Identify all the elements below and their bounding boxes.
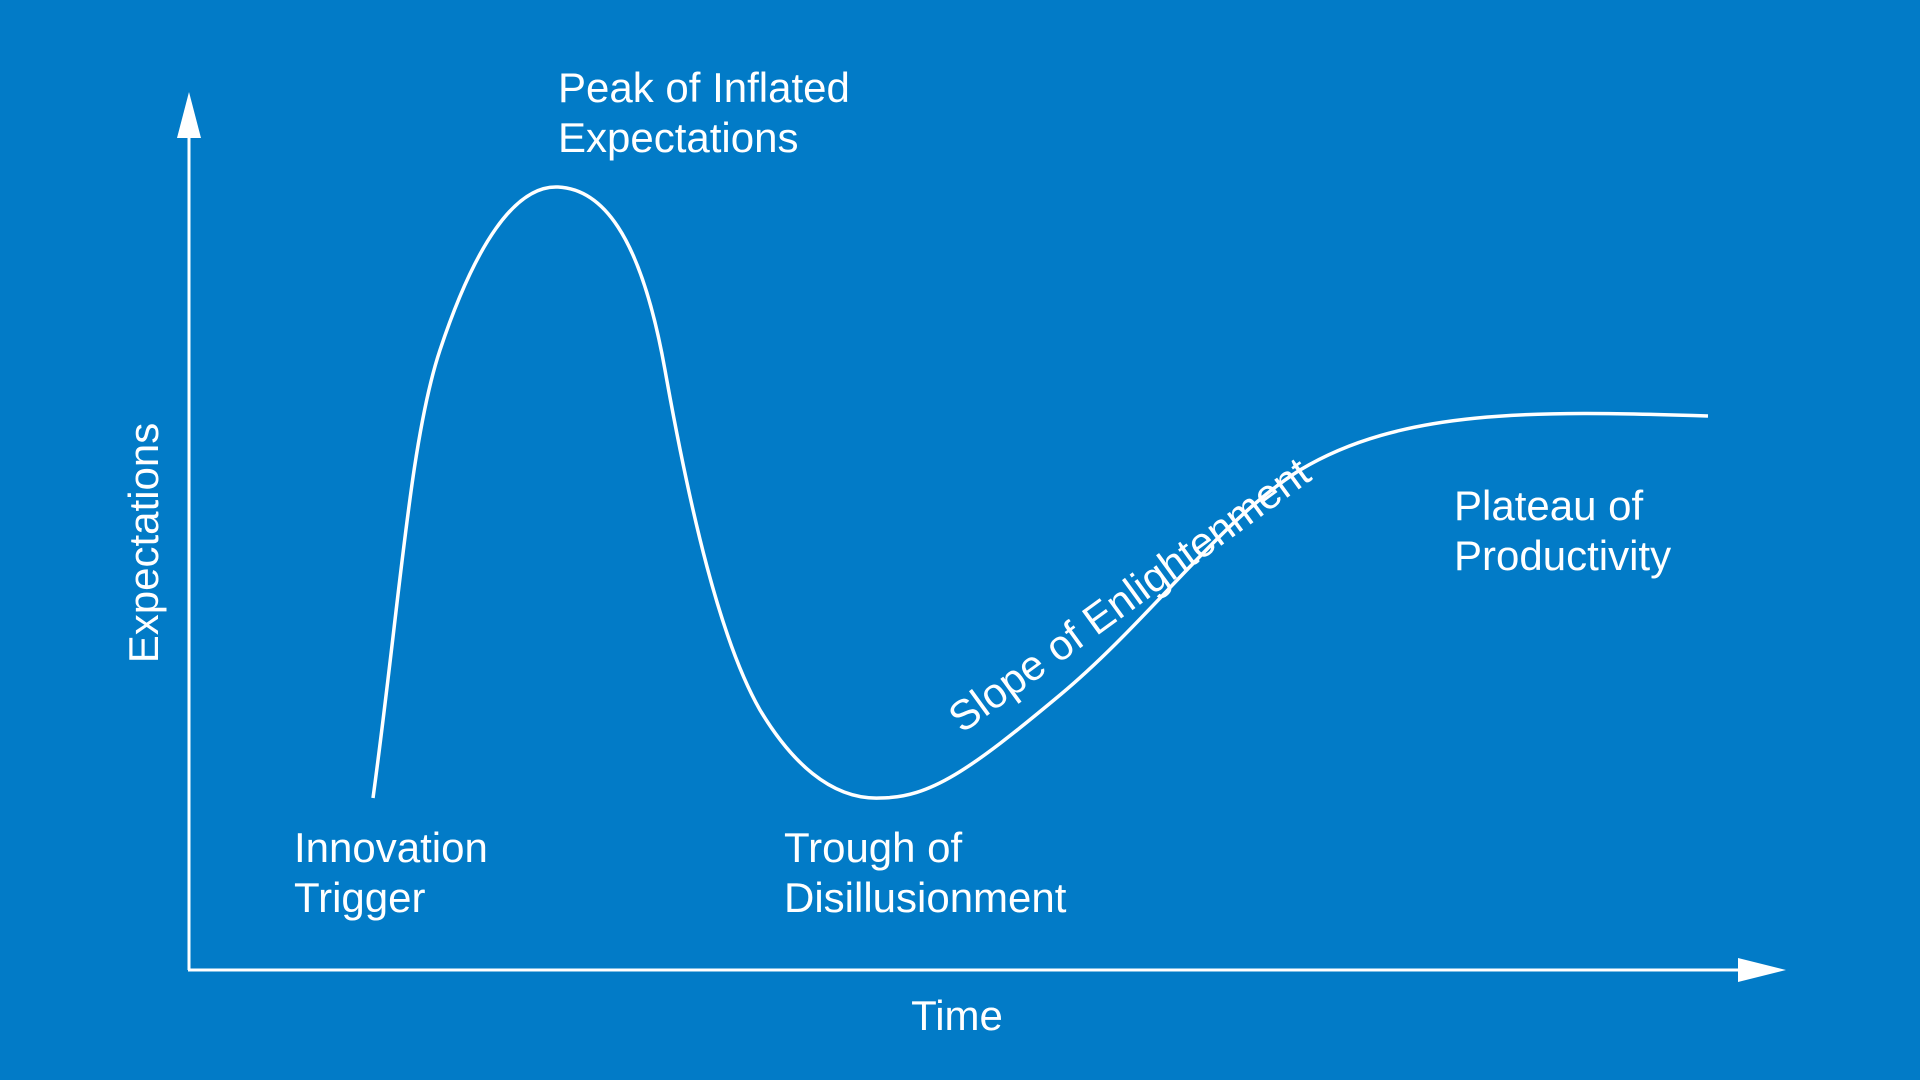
x-axis-arrowhead bbox=[1738, 958, 1786, 982]
y-axis-arrowhead bbox=[177, 92, 201, 138]
plateau-line1: Plateau of bbox=[1454, 482, 1643, 529]
x-axis-label: Time bbox=[911, 992, 1003, 1039]
innovation-trigger-line2: Trigger bbox=[294, 874, 425, 921]
phase-label-trough: Trough of Disillusionment bbox=[784, 824, 1067, 921]
innovation-trigger-line1: Innovation bbox=[294, 824, 488, 871]
phase-label-plateau: Plateau of Productivity bbox=[1454, 482, 1671, 579]
hype-curve bbox=[371, 185, 1709, 800]
phase-label-peak: Peak of Inflated Expectations bbox=[558, 64, 850, 161]
peak-line2: Expectations bbox=[558, 114, 798, 161]
axes bbox=[177, 92, 1786, 982]
trough-line2: Disillusionment bbox=[784, 874, 1067, 921]
phase-label-innovation-trigger: Innovation Trigger bbox=[294, 824, 488, 921]
y-axis-label: Expectations bbox=[120, 423, 167, 663]
trough-line1: Trough of bbox=[784, 824, 963, 871]
slope-label: Slope of Enlightenment bbox=[940, 448, 1319, 741]
plateau-line2: Productivity bbox=[1454, 532, 1671, 579]
peak-line1: Peak of Inflated bbox=[558, 64, 850, 111]
